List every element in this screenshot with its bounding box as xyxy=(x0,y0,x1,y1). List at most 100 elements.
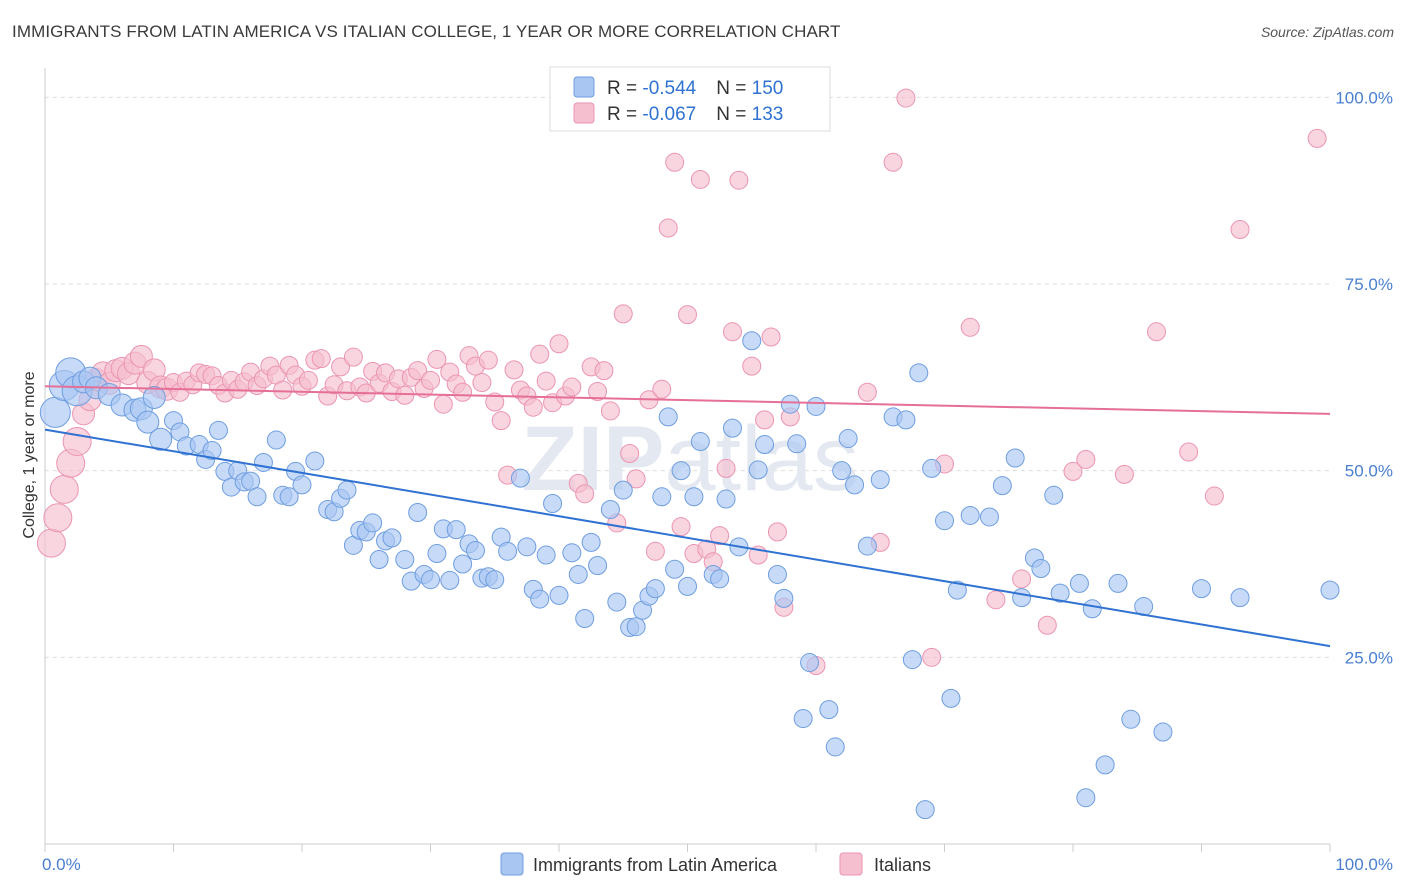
italians-point xyxy=(1063,461,1083,481)
latin-america-point xyxy=(935,511,954,531)
latin-america-point xyxy=(645,579,665,599)
latin-america-point xyxy=(1050,583,1070,603)
latin-america-point xyxy=(543,494,563,514)
latin-america-point xyxy=(568,564,588,584)
y-axis-label: College, 1 year or more xyxy=(21,371,38,538)
bottom-legend-swatch-blue xyxy=(500,852,524,876)
legend-swatch-blue xyxy=(573,76,595,98)
italians-point xyxy=(600,401,620,421)
latin-america-point xyxy=(446,520,466,540)
italians-point xyxy=(575,484,595,504)
latin-america-point xyxy=(845,475,865,495)
legend-r-label: R = xyxy=(607,104,642,125)
latin-america-point xyxy=(530,589,550,609)
italians-point xyxy=(408,361,428,381)
italians-point xyxy=(395,385,415,405)
latin-america-point xyxy=(767,564,787,584)
latin-america-point xyxy=(581,532,601,552)
latin-america-point xyxy=(742,331,762,351)
latin-america-point xyxy=(613,480,633,500)
legend-n-value: 133 xyxy=(752,104,784,125)
italians-point xyxy=(645,541,665,561)
bottom-legend-swatch-pink xyxy=(839,852,863,876)
chart-title: IMMIGRANTS FROM LATIN AMERICA VS ITALIAN… xyxy=(12,22,841,41)
latin-america-point xyxy=(941,688,961,708)
latin-america-point xyxy=(992,476,1012,496)
italians-point xyxy=(331,357,351,377)
legend-r-value: -0.544 xyxy=(642,78,696,99)
italians-point xyxy=(43,503,73,533)
latin-america-point xyxy=(960,505,980,525)
italians-point xyxy=(1114,464,1134,484)
latin-america-point xyxy=(716,489,736,509)
latin-america-point xyxy=(202,441,222,461)
latin-america-point xyxy=(1230,588,1250,608)
legend-row-blue: R = -0.544 N = 150 xyxy=(607,78,783,99)
italians-point xyxy=(710,526,730,546)
latin-america-point xyxy=(857,536,877,556)
axes xyxy=(44,68,1331,852)
latin-america-point xyxy=(678,576,697,596)
latin-america-point xyxy=(922,458,942,478)
italians-point xyxy=(421,370,440,390)
italians-point xyxy=(491,411,511,431)
italians-point xyxy=(504,360,524,380)
legend-n-value: 150 xyxy=(752,78,784,99)
latin-america-point xyxy=(1108,573,1128,593)
x-tick-label-min: 0.0% xyxy=(42,855,81,874)
latin-america-point xyxy=(1320,580,1340,600)
latin-america-point xyxy=(793,709,813,729)
latin-america-point xyxy=(652,487,672,507)
latin-america-point xyxy=(838,429,858,449)
italians-points xyxy=(36,88,1327,676)
trend-line-italians xyxy=(44,385,1331,415)
latin-america-point xyxy=(684,487,704,507)
italians-point xyxy=(62,427,92,457)
italians-point xyxy=(1204,486,1224,506)
italians-point xyxy=(536,371,556,391)
italians-point xyxy=(49,474,79,504)
latin-america-point xyxy=(1031,558,1051,578)
bottom-legend-label-pink: Italians xyxy=(874,855,931,875)
latin-america-point xyxy=(465,541,485,561)
latin-america-point xyxy=(536,545,556,565)
stats-legend: R = -0.544 N = 150 R = -0.067 N = 133 xyxy=(549,66,831,132)
latin-america-point xyxy=(136,410,160,434)
latin-america-point xyxy=(690,432,710,452)
latin-america-point xyxy=(819,700,839,720)
latin-america-point xyxy=(588,555,608,575)
italians-point xyxy=(620,443,640,463)
italians-point xyxy=(658,218,678,238)
latin-america-point xyxy=(1153,722,1173,742)
latin-america-point xyxy=(710,569,730,589)
italians-point xyxy=(594,361,614,381)
italians-point xyxy=(652,379,672,399)
latin-america-point xyxy=(748,460,768,480)
italians-point xyxy=(311,349,331,369)
latin-america-point xyxy=(247,487,267,507)
italians-point xyxy=(716,458,736,478)
latin-america-point xyxy=(408,502,428,522)
italians-point xyxy=(986,590,1006,610)
legend-swatch-pink xyxy=(573,102,595,124)
latin-america-point xyxy=(575,609,595,629)
latin-america-point xyxy=(607,592,627,612)
latin-america-point xyxy=(1069,573,1089,593)
latin-america-point xyxy=(896,410,916,430)
italians-point xyxy=(883,152,903,172)
tick-labels: 25.0% 50.0% 75.0% 100.0% 0.0% 100.0% xyxy=(42,88,1393,874)
italians-point xyxy=(761,327,781,347)
italians-point xyxy=(960,317,980,337)
latin-america-point xyxy=(279,487,299,507)
latin-america-point xyxy=(774,588,794,608)
italians-point xyxy=(678,305,697,325)
latin-america-point xyxy=(253,452,273,472)
bottom-legend: Immigrants from Latin America Italians xyxy=(500,852,931,876)
latin-america-point xyxy=(1076,788,1096,808)
latin-america-point xyxy=(755,435,775,455)
latin-america-point xyxy=(626,617,646,637)
latin-america-point xyxy=(440,570,460,590)
italians-point xyxy=(530,344,550,364)
latin-america-point xyxy=(421,570,440,590)
italians-point xyxy=(453,382,473,402)
